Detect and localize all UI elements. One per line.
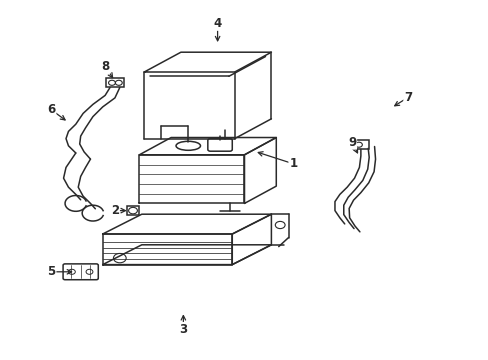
Text: 7: 7 [404,91,411,104]
Text: 5: 5 [47,265,55,278]
Text: 2: 2 [111,204,119,217]
Bar [126,206,139,215]
Bar [352,140,368,149]
Text: 1: 1 [289,157,297,170]
Text: 6: 6 [47,103,55,116]
Text: 8: 8 [101,60,109,73]
Text: 4: 4 [213,17,221,30]
Bar [106,78,123,87]
Text: 9: 9 [347,136,355,149]
Text: 3: 3 [179,323,187,336]
